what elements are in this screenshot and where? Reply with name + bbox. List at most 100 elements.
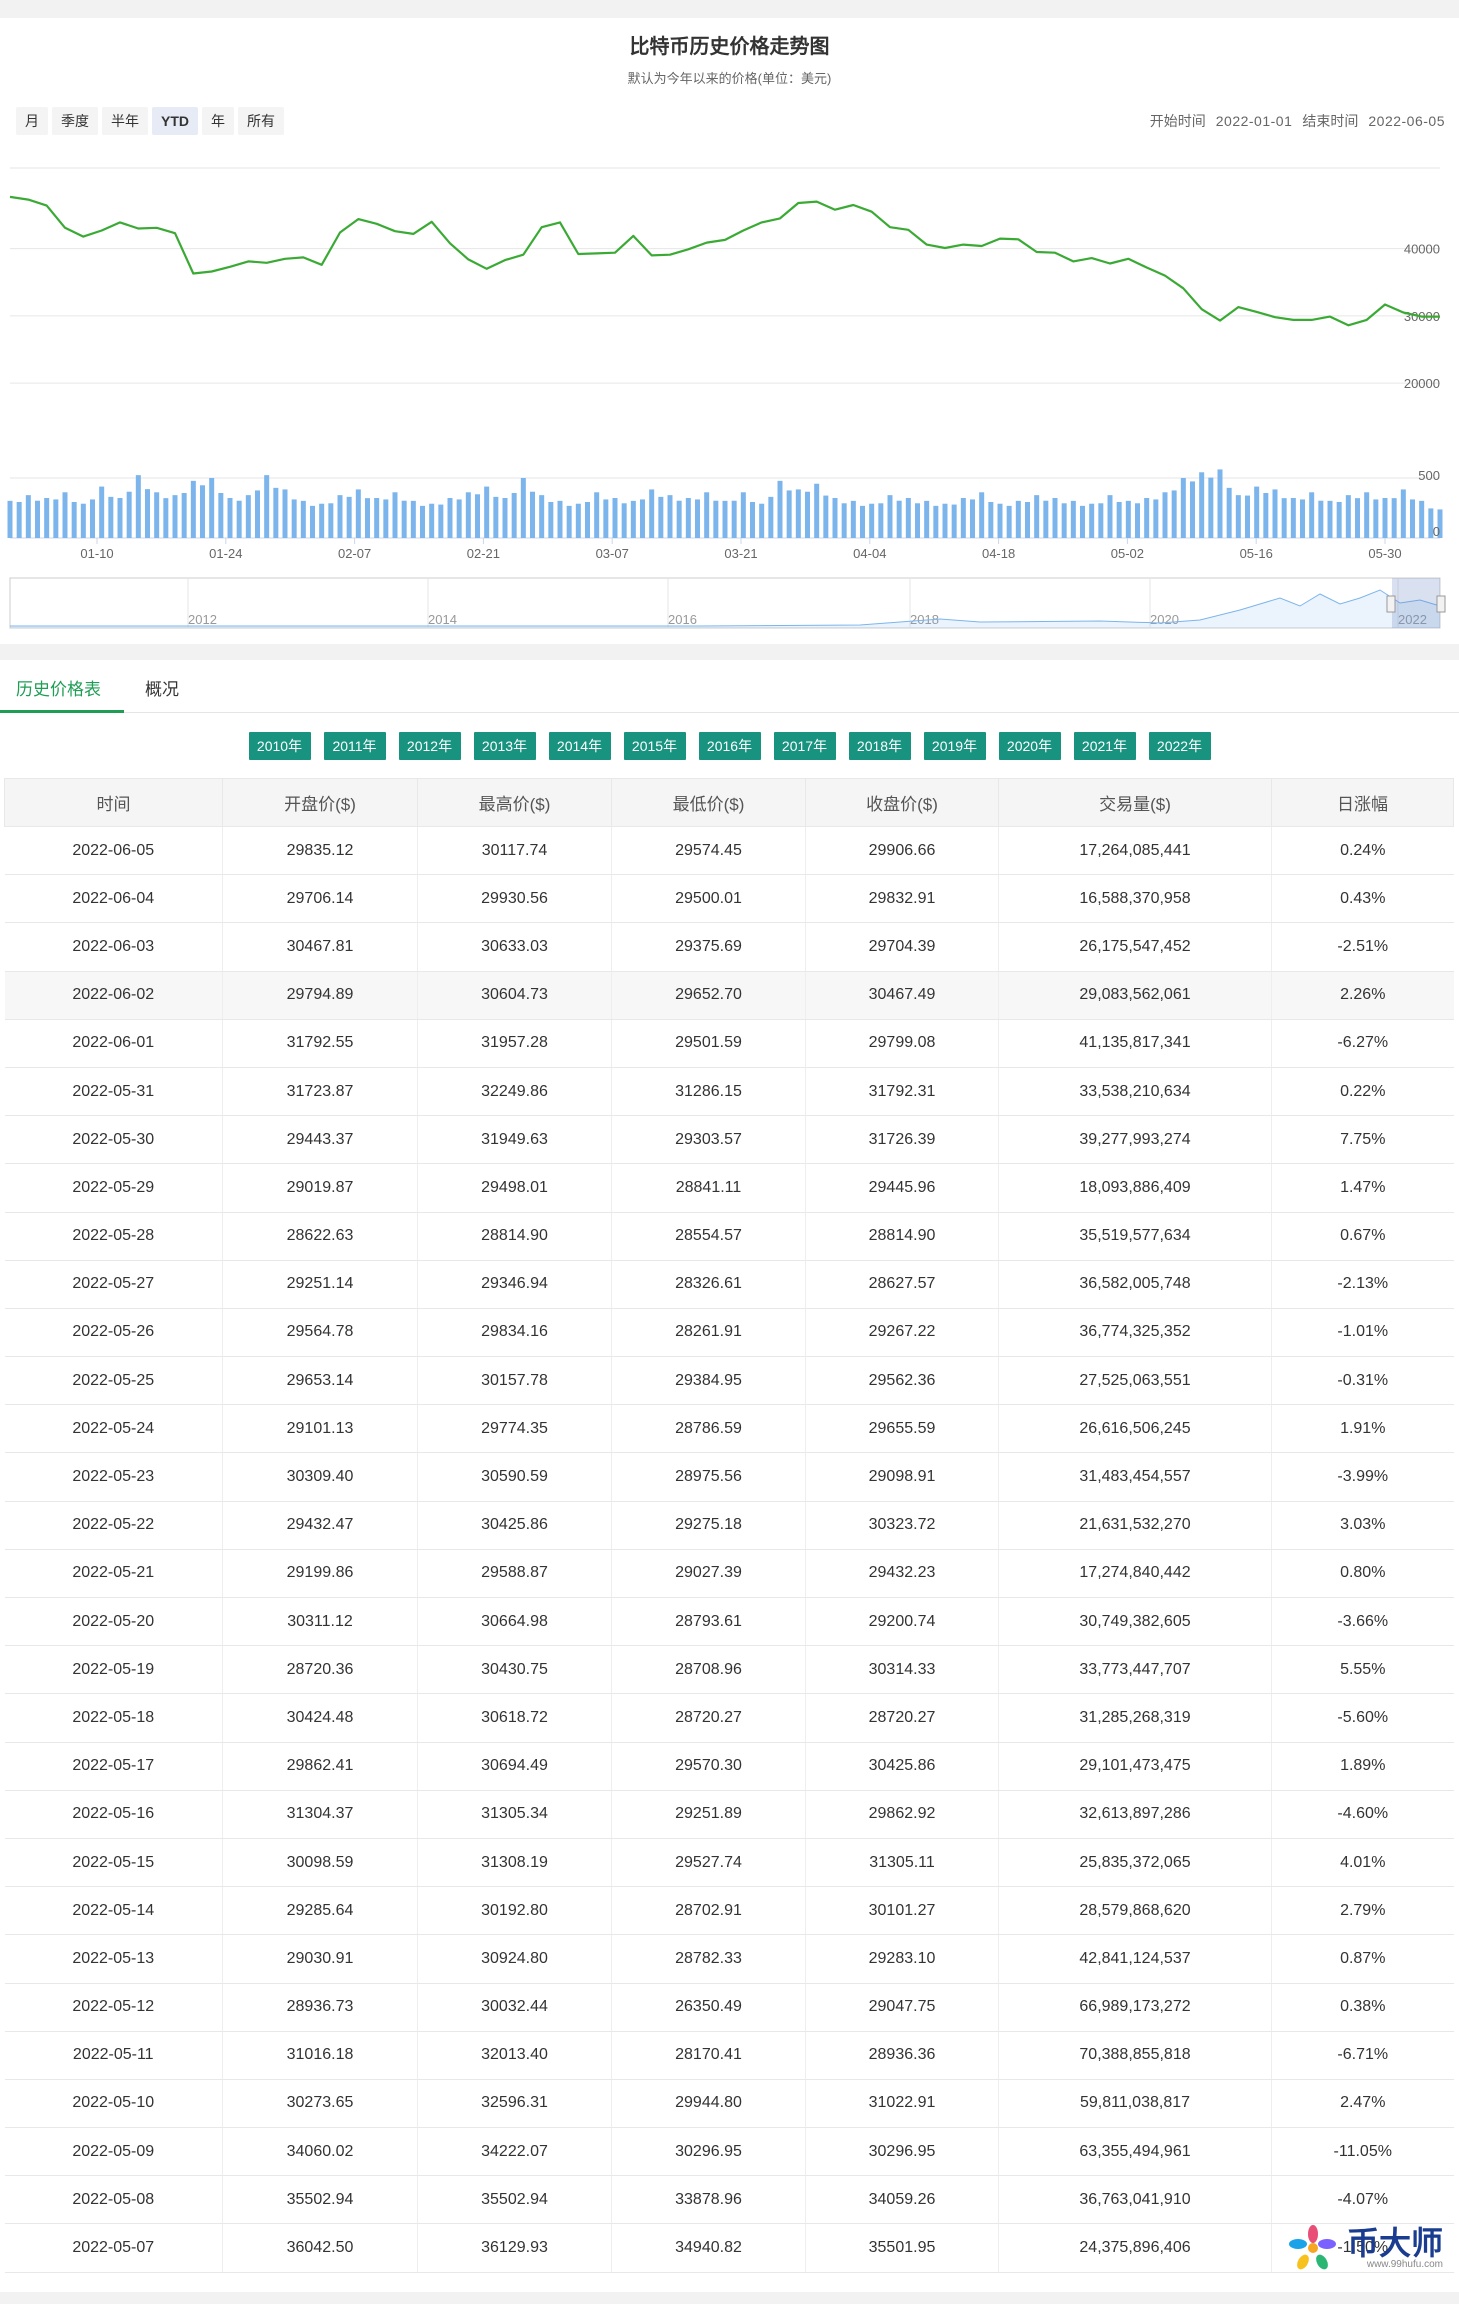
cell-low: 34940.82 [611, 2223, 806, 2273]
price-line[interactable] [9, 195, 1440, 327]
navigator-handle-right[interactable] [1436, 595, 1446, 613]
table-row: 2022-06-04 29706.14 29930.56 29500.01 29832.… [4, 874, 1454, 924]
cell-change: 0.80% [1271, 1549, 1454, 1599]
cell-high: 30618.72 [417, 1693, 612, 1743]
header-volume[interactable]: 交易量($) [998, 778, 1272, 827]
tab-overview[interactable]: 概况 [145, 680, 179, 699]
cell-high: 29588.87 [417, 1549, 612, 1599]
cell-volume: 35,519,577,634 [998, 1212, 1272, 1261]
range-button-half-year[interactable]: 半年 [102, 107, 148, 135]
year-button[interactable]: 2014年 [548, 732, 611, 760]
year-button[interactable]: 2022年 [1148, 732, 1211, 760]
year-button[interactable]: 2016年 [698, 732, 761, 760]
cell-date: 2022-05-10 [4, 2079, 223, 2129]
cell-high: 31957.28 [417, 1019, 612, 1068]
volume-bar [1162, 492, 1168, 538]
year-button[interactable]: 2010年 [248, 732, 311, 760]
year-button[interactable]: 2011年 [323, 732, 386, 760]
range-button-year[interactable]: 年 [202, 107, 234, 135]
volume-bar [1263, 493, 1269, 538]
cell-close: 29906.66 [805, 826, 999, 876]
table-row: 2022-05-17 29862.41 30694.49 29570.30 30425.… [4, 1742, 1454, 1791]
volume-bar [1052, 498, 1058, 538]
year-button[interactable]: 2012年 [398, 732, 461, 760]
volume-bar [255, 490, 260, 538]
volume-bar [970, 499, 975, 538]
start-date-input[interactable]: 2022-01-01 [1215, 113, 1293, 129]
x-axis-label: 03-21 [724, 546, 757, 561]
volume-bar [236, 500, 242, 538]
cell-change: 1.91% [1271, 1404, 1454, 1454]
volume-bar [465, 492, 471, 538]
cell-close: 30323.72 [805, 1501, 999, 1550]
table-row: 2022-05-24 29101.13 29774.35 28786.59 29655.… [4, 1404, 1454, 1454]
cell-open: 30098.59 [222, 1838, 418, 1888]
volume-bar [685, 498, 691, 538]
cell-date: 2022-05-30 [4, 1115, 223, 1165]
tab-history-prices[interactable]: 历史价格表 [16, 680, 101, 699]
cell-date: 2022-05-22 [4, 1501, 223, 1550]
volume-bar [539, 495, 545, 538]
cell-volume: 17,264,085,441 [998, 826, 1272, 876]
year-button[interactable]: 2013年 [473, 732, 536, 760]
cell-open: 30467.81 [222, 922, 418, 972]
cell-close: 29445.96 [805, 1163, 999, 1213]
end-date-input[interactable]: 2022-06-05 [1368, 113, 1445, 129]
cell-date: 2022-05-09 [4, 2127, 223, 2177]
volume-bar [62, 492, 68, 538]
header-open[interactable]: 开盘价($) [222, 778, 418, 827]
volume-bar [90, 499, 95, 538]
volume-bar [1290, 498, 1296, 538]
year-button[interactable]: 2015年 [623, 732, 686, 760]
navigator-selection[interactable] [1392, 578, 1440, 628]
cell-date: 2022-05-28 [4, 1212, 223, 1261]
range-button-all[interactable]: 所有 [238, 107, 284, 135]
volume-bar [695, 499, 700, 538]
year-button[interactable]: 2017年 [773, 732, 836, 760]
volume-bar [557, 500, 563, 538]
range-button-month[interactable]: 月 [16, 107, 48, 135]
volume-bar [410, 500, 416, 538]
cell-date: 2022-05-16 [4, 1790, 223, 1839]
cell-close: 30296.95 [805, 2127, 999, 2177]
year-button[interactable]: 2019年 [923, 732, 986, 760]
header-high[interactable]: 最高价($) [417, 778, 612, 827]
chart-subtitle: 默认为今年以来的价格(单位：美元) [627, 71, 832, 86]
header-change[interactable]: 日涨幅 [1271, 778, 1454, 827]
volume-bar [1217, 469, 1223, 538]
volume-bar [511, 493, 517, 538]
range-button-quarter[interactable]: 季度 [52, 107, 98, 135]
header-low[interactable]: 最低价($) [611, 778, 806, 827]
cell-low: 28708.96 [611, 1645, 806, 1695]
volume-bar [7, 500, 13, 538]
year-button[interactable]: 2020年 [998, 732, 1061, 760]
cell-date: 2022-06-03 [4, 922, 223, 972]
volume-bar [832, 498, 838, 538]
price-chart-panel: 40000 30000 20000 500 0 01-10 01-24 02-07 02-21 0… [0, 18, 1459, 644]
header-date[interactable]: 时间 [4, 778, 223, 827]
cell-open: 28936.73 [222, 1983, 418, 2032]
cell-date: 2022-05-20 [4, 1597, 223, 1647]
cell-low: 29527.74 [611, 1838, 806, 1888]
volume-bar [99, 486, 105, 538]
volume-bar [1391, 498, 1397, 538]
cell-high: 30664.98 [417, 1597, 612, 1647]
table-row: 2022-05-22 29432.47 30425.86 29275.18 30323.… [4, 1501, 1454, 1550]
navigator-handle-left[interactable] [1386, 595, 1396, 613]
volume-bar [200, 485, 205, 538]
cell-open: 31304.37 [222, 1790, 418, 1839]
volume-bar [915, 503, 920, 538]
cell-close: 31792.31 [805, 1067, 999, 1117]
year-button[interactable]: 2021年 [1073, 732, 1136, 760]
cell-low: 29384.95 [611, 1356, 806, 1406]
header-close[interactable]: 收盘价($) [805, 778, 999, 827]
range-button-ytd[interactable]: YTD [152, 107, 198, 135]
volume-bar [805, 491, 810, 538]
volume-bar [1199, 472, 1205, 538]
year-button[interactable]: 2018年 [848, 732, 911, 760]
volume-bar [740, 492, 746, 538]
cell-open: 29862.41 [222, 1742, 418, 1791]
cell-date: 2022-05-11 [4, 2031, 223, 2080]
cell-date: 2022-05-25 [4, 1356, 223, 1406]
